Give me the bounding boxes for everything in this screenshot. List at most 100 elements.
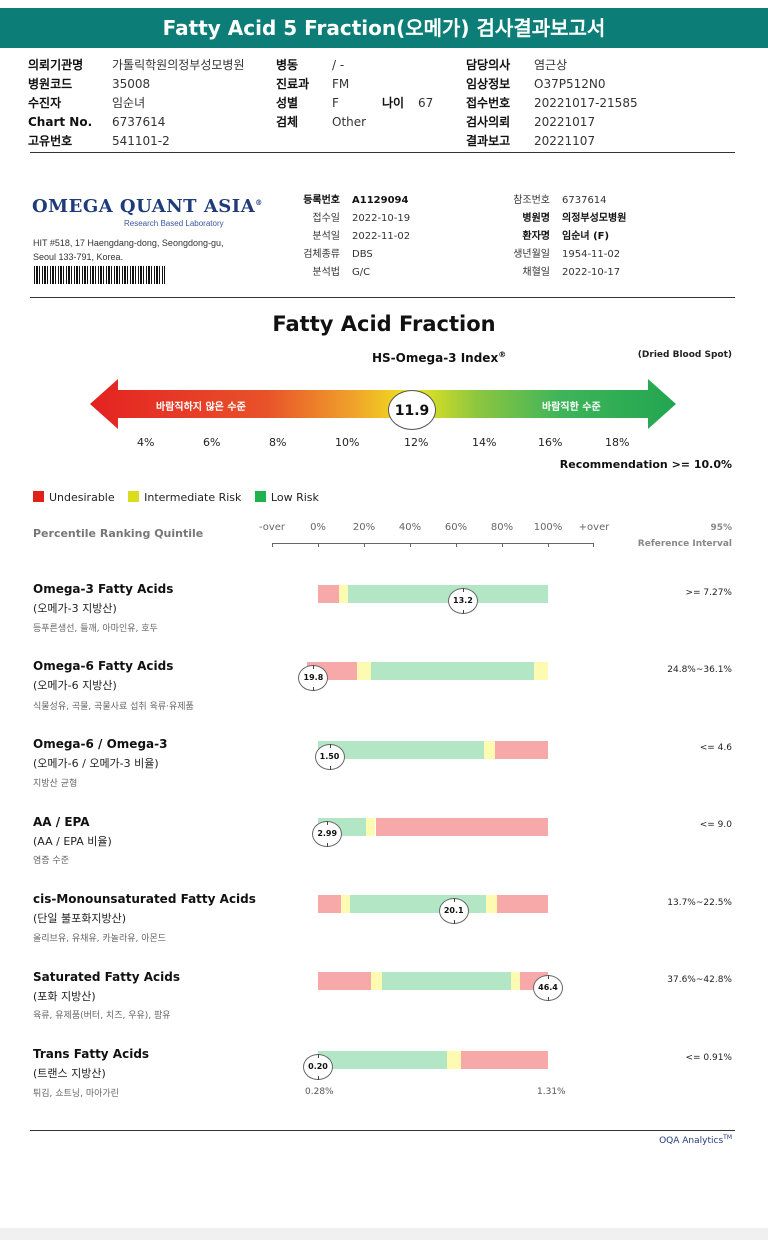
row-reference: <= 9.0 <box>699 820 732 830</box>
row-subtitle: (AA / EPA 비율) <box>33 835 112 848</box>
value-marker: 19.8 <box>298 665 329 691</box>
scale-label: 100% <box>533 522 563 533</box>
bar-segment-yellow <box>446 1051 461 1069</box>
bar-segment-yellow <box>511 972 521 990</box>
lab-label: 채혈일 <box>522 267 550 278</box>
index-gauge: 바람직하지 않은 수준 바람직한 수준 <box>90 379 676 433</box>
row-subtitle: (트랜스 지방산) <box>33 1067 106 1080</box>
index-title-text: HS-Omega-3 Index <box>372 351 499 365</box>
sample-type: (Dried Blood Spot) <box>637 350 732 360</box>
info-row: 수진자 임순녀 <box>28 94 244 113</box>
row-name: Omega-6 / Omega-3 <box>33 737 168 751</box>
scale-tick <box>548 543 549 547</box>
ref-header-line: 95% <box>710 523 732 533</box>
bar-segment-yellow <box>483 741 496 759</box>
bar-segment-green <box>318 741 484 759</box>
info-label: 결과보고 <box>466 134 511 148</box>
lab-logo-sub: Research Based Laboratory <box>124 219 224 228</box>
info-value: 6737614 <box>112 115 166 129</box>
row-reference: 13.7%~22.5% <box>667 898 732 908</box>
row-name: cis-Monounsaturated Fatty Acids <box>33 892 256 906</box>
lab-label: 환자명 <box>522 231 550 242</box>
info-row: 의뢰기관명 가톨릭학원의정부성모병원 <box>28 56 244 75</box>
lab-value: 2022-10-17 <box>562 267 621 278</box>
lab-label: 분석일 <box>312 231 340 242</box>
info-label: 병원코드 <box>28 77 73 91</box>
info-row: 병동 / - <box>276 56 433 75</box>
row-reference: >= 7.27% <box>685 588 732 598</box>
logo-trademark: ® <box>255 198 263 207</box>
info-value: 20221017-21585 <box>534 96 638 110</box>
bar-segment-yellow <box>485 895 498 913</box>
lab-value: 6737614 <box>562 195 607 206</box>
info-row: 고유번호 541101-2 <box>28 132 244 151</box>
bar-segment-yellow <box>366 818 376 836</box>
bar-segment-green <box>347 585 548 603</box>
scale-tick <box>456 543 457 547</box>
barcode-image <box>34 266 165 284</box>
info-label: 나이 <box>382 96 405 110</box>
value-marker: 46.4 <box>533 975 563 1001</box>
footer-text: OQA Analytics <box>659 1136 724 1146</box>
bar-segment-red <box>375 818 548 836</box>
row-name: Omega-3 Fatty Acids <box>33 582 174 596</box>
info-value: 가톨릭학원의정부성모병원 <box>112 58 245 72</box>
row-foods: 올리브유, 유채유, 카놀라유, 아몬드 <box>33 934 167 944</box>
info-label: Chart No. <box>28 115 93 129</box>
index-title: HS-Omega-3 Index® <box>372 350 506 365</box>
lab-row: 병원명 의정부성모병원 <box>490 210 626 228</box>
row-foods: 염증 수준 <box>33 856 69 866</box>
lab-row: 등록번호 A1129094 <box>280 192 410 210</box>
bar-segment-yellow <box>341 895 351 913</box>
legend-swatch-green <box>254 491 266 502</box>
footer-mark: TM <box>723 1134 732 1141</box>
bar-segment-red <box>495 741 548 759</box>
divider <box>30 1130 735 1131</box>
scale-label: 40% <box>398 522 422 533</box>
lab-value: 의정부성모병원 <box>562 213 627 224</box>
info-value: O37P512N0 <box>534 77 606 91</box>
gauge-tick: 10% <box>335 436 360 449</box>
trans-range-min: 0.28% <box>305 1087 334 1097</box>
lab-row: 분석일 2022-11-02 <box>280 228 410 246</box>
gauge-tick: 18% <box>605 436 630 449</box>
row-reference: 24.8%~36.1% <box>667 665 732 675</box>
lab-row: 환자명 임순녀 (F) <box>490 228 626 246</box>
info-label: 병동 <box>276 58 299 72</box>
lab-value: 임순녀 (F) <box>562 231 610 242</box>
info-row: Chart No. 6737614 <box>28 113 244 132</box>
value-marker: 1.50 <box>314 744 345 770</box>
index-mark: ® <box>498 350 507 359</box>
info-value: 임순녀 <box>112 96 146 110</box>
legend-item: Low Risk <box>254 491 319 504</box>
info-row: 임상정보 O37P512N0 <box>466 75 638 94</box>
bar-segment-yellow <box>338 585 348 603</box>
lab-info-left: 등록번호 A1129094 접수일 2022-10-19 분석일 2022-11-02… <box>280 192 410 282</box>
info-label: 접수번호 <box>466 96 511 110</box>
lab-row: 참조번호 6737614 <box>490 192 626 210</box>
info-row: 검사의뢰 20221017 <box>466 113 638 132</box>
bar-segment-red <box>497 895 548 913</box>
lab-value: DBS <box>352 249 373 260</box>
scale-tick <box>272 543 273 547</box>
row-foods: 육류, 유제품(버터, 치즈, 우유), 팜유 <box>33 1011 171 1021</box>
scale-label: 20% <box>352 522 376 533</box>
bar-segment-yellow <box>534 662 548 680</box>
gauge-tick: 16% <box>538 436 563 449</box>
lab-info-right: 참조번호 6737614 병원명 의정부성모병원 환자명 임순녀 (F) 생년월일 19… <box>490 192 626 282</box>
lab-row: 검체종류 DBS <box>280 246 410 264</box>
info-label: 임상정보 <box>466 77 511 91</box>
scale-axis <box>272 543 594 544</box>
info-label: 검체 <box>276 115 299 129</box>
info-label: 담당의사 <box>466 58 511 72</box>
lab-row: 접수일 2022-10-19 <box>280 210 410 228</box>
gauge-tick: 8% <box>269 436 287 449</box>
row-name: Trans Fatty Acids <box>33 1047 150 1061</box>
address-line: Seoul 133-791, Korea. <box>33 252 124 262</box>
info-value: Other <box>332 115 367 129</box>
info-label: 고유번호 <box>28 134 73 148</box>
lab-row: 채혈일 2022-10-17 <box>490 264 626 282</box>
row-name: Omega-6 Fatty Acids <box>33 659 174 673</box>
scale-label: +over <box>578 522 610 533</box>
legend-item: Intermediate Risk <box>128 491 241 504</box>
